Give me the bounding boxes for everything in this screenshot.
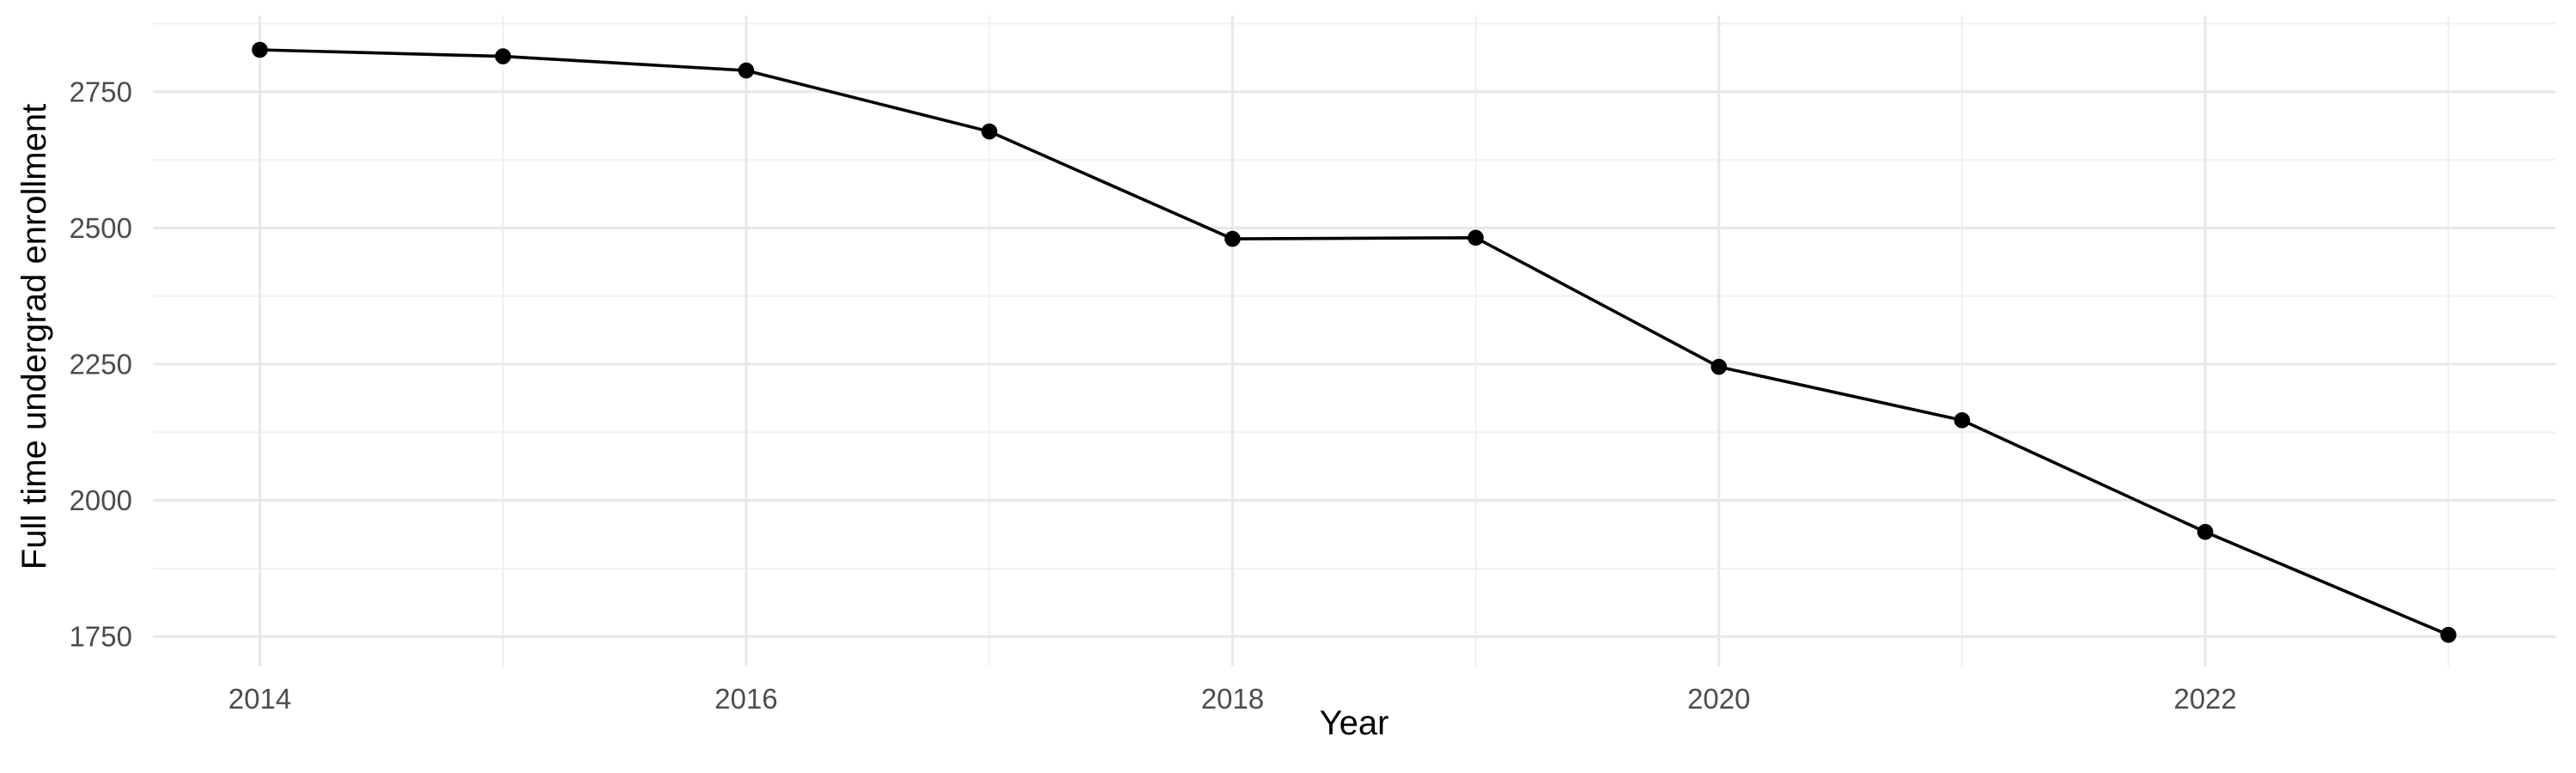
data-point-2021 xyxy=(1953,412,1971,429)
data-point-2019 xyxy=(1467,229,1484,247)
data-point-2016 xyxy=(738,62,755,79)
data-point-2015 xyxy=(495,48,512,64)
x-tick-label-2018: 2018 xyxy=(1201,683,1264,715)
y-tick-label-1750: 1750 xyxy=(70,621,132,653)
data-point-2018 xyxy=(1224,230,1241,247)
x-axis-title: Year xyxy=(1319,704,1389,742)
x-tick-label-2014: 2014 xyxy=(228,683,291,715)
data-point-2023 xyxy=(2440,626,2457,643)
y-tick-label-2750: 2750 xyxy=(70,76,132,107)
data-point-2017 xyxy=(981,123,998,140)
x-tick-label-2020: 2020 xyxy=(1687,683,1750,715)
y-tick-label-2500: 2500 xyxy=(70,212,132,244)
x-tick-label-2022: 2022 xyxy=(2173,683,2236,715)
data-point-2014 xyxy=(252,41,268,58)
y-tick-label-2250: 2250 xyxy=(70,348,132,380)
data-point-2020 xyxy=(1710,358,1728,375)
y-axis-title: Full time undergrad enrollment xyxy=(15,103,53,570)
data-point-2022 xyxy=(2196,524,2214,540)
x-tick-label-2016: 2016 xyxy=(714,683,777,715)
y-tick-label-2000: 2000 xyxy=(70,484,132,516)
series-line xyxy=(259,48,2450,636)
